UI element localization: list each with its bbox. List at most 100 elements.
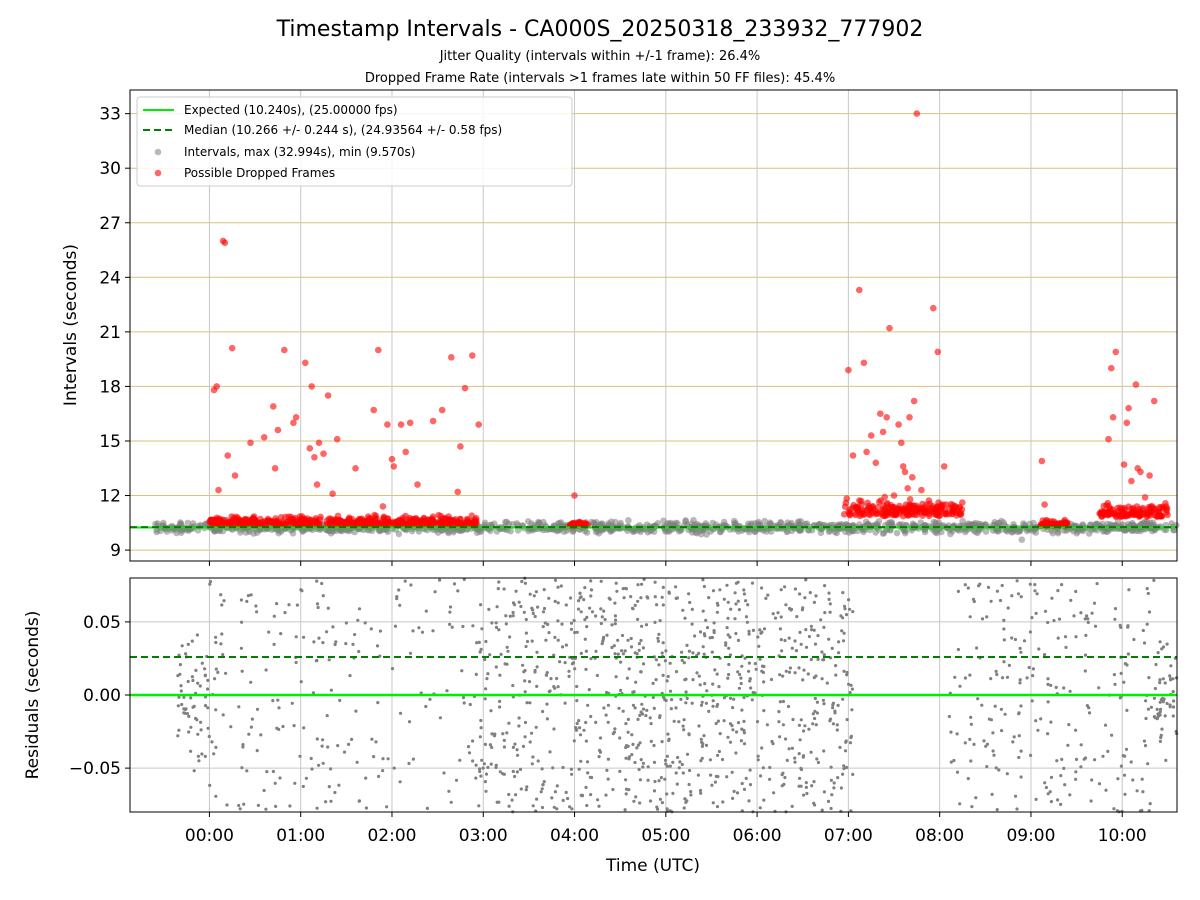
- residual-point: [517, 724, 521, 728]
- residual-point: [689, 790, 693, 794]
- residual-point: [665, 807, 669, 811]
- residual-point: [701, 609, 705, 613]
- dropped-frame-point: [1118, 510, 1126, 517]
- residual-point: [1049, 775, 1054, 780]
- legend-entry: Possible Dropped Frames: [184, 166, 335, 180]
- residual-point: [1161, 700, 1165, 704]
- residual-point: [456, 589, 460, 593]
- residual-point: [381, 769, 385, 773]
- residual-point: [640, 582, 644, 586]
- residual-point: [624, 792, 628, 796]
- residual-point: [295, 603, 299, 607]
- residual-point: [519, 787, 523, 791]
- residual-point: [812, 628, 816, 632]
- interval-point: [962, 528, 969, 536]
- residual-point: [1122, 773, 1127, 777]
- dropped-frame-point: [429, 417, 437, 425]
- legend-box: [136, 96, 573, 187]
- residual-point: [715, 601, 720, 605]
- residual-point: [837, 651, 841, 655]
- residual-point: [498, 705, 502, 709]
- dropped-frame-point: [856, 286, 863, 294]
- residual-point: [254, 604, 258, 608]
- x-tick-label: 09:00: [1006, 826, 1055, 846]
- residual-point: [219, 593, 223, 597]
- residual-point: [831, 722, 836, 726]
- residual-point: [790, 804, 794, 809]
- residual-point: [625, 676, 630, 680]
- residual-point: [1000, 676, 1005, 680]
- residual-point: [1152, 696, 1156, 700]
- residual-point: [1042, 653, 1047, 657]
- residual-point: [1057, 617, 1062, 621]
- residual-point: [838, 745, 842, 750]
- residual-point: [768, 777, 772, 781]
- residual-point: [812, 600, 817, 605]
- residual-point: [639, 638, 643, 643]
- residual-point: [669, 707, 673, 711]
- residual-point: [727, 662, 731, 667]
- residual-point: [841, 772, 845, 776]
- residual-point: [810, 784, 814, 788]
- residual-point: [750, 581, 755, 585]
- dropped-frame-point: [1105, 435, 1112, 443]
- interval-point: [332, 527, 340, 535]
- residual-point: [970, 805, 974, 809]
- residual-point: [836, 776, 840, 780]
- residual-point: [955, 770, 960, 774]
- dropped-frame-point: [295, 517, 303, 524]
- residual-point: [841, 697, 845, 701]
- residual-point: [804, 781, 808, 785]
- residual-point: [199, 720, 203, 724]
- dropped-frame-point: [571, 492, 578, 499]
- residual-point: [724, 641, 728, 645]
- residual-point: [195, 633, 199, 637]
- residual-point: [729, 607, 733, 611]
- interval-point: [189, 520, 197, 527]
- residual-point: [483, 780, 487, 784]
- residual-point: [224, 671, 228, 675]
- residual-point: [1159, 735, 1163, 740]
- residual-point: [1123, 662, 1127, 666]
- residual-point: [1121, 754, 1125, 758]
- dropped-frame-point: [375, 346, 382, 354]
- residual-point: [287, 603, 291, 607]
- residual-point: [528, 740, 532, 744]
- intervals-ylabel: Intervals (seconds): [61, 244, 81, 406]
- interval-point: [901, 527, 909, 534]
- residual-point: [1154, 662, 1158, 667]
- residual-point: [547, 596, 551, 600]
- residual-point: [687, 592, 691, 596]
- residual-point: [995, 808, 999, 812]
- dropped-frame-point: [877, 410, 884, 418]
- residual-point: [525, 701, 529, 705]
- dropped-frame-point: [302, 359, 309, 367]
- residual-point: [1131, 778, 1135, 782]
- residual-point: [715, 610, 720, 614]
- residual-point: [1083, 756, 1088, 760]
- residual-point: [315, 579, 319, 583]
- residual-point: [788, 666, 793, 670]
- residual-point: [801, 754, 806, 758]
- residual-point: [710, 783, 714, 787]
- residual-point: [570, 807, 574, 811]
- residual-point: [793, 587, 798, 591]
- residual-point: [736, 599, 740, 603]
- residual-point: [1011, 740, 1015, 744]
- residual-point: [544, 638, 548, 642]
- residual-point: [735, 730, 739, 734]
- residual-point: [805, 791, 809, 796]
- residual-point: [454, 778, 459, 782]
- residual-point: [715, 672, 719, 676]
- residual-point: [315, 658, 319, 663]
- dropped-frame-point: [270, 403, 277, 410]
- residual-point: [478, 769, 482, 774]
- residual-point: [816, 634, 820, 638]
- residual-point: [822, 658, 826, 662]
- residual-point: [558, 660, 562, 664]
- residual-point: [524, 631, 529, 635]
- residual-point: [495, 800, 499, 804]
- residual-point: [377, 774, 381, 779]
- residual-point: [798, 738, 802, 742]
- dropped-frame-point: [1109, 414, 1117, 421]
